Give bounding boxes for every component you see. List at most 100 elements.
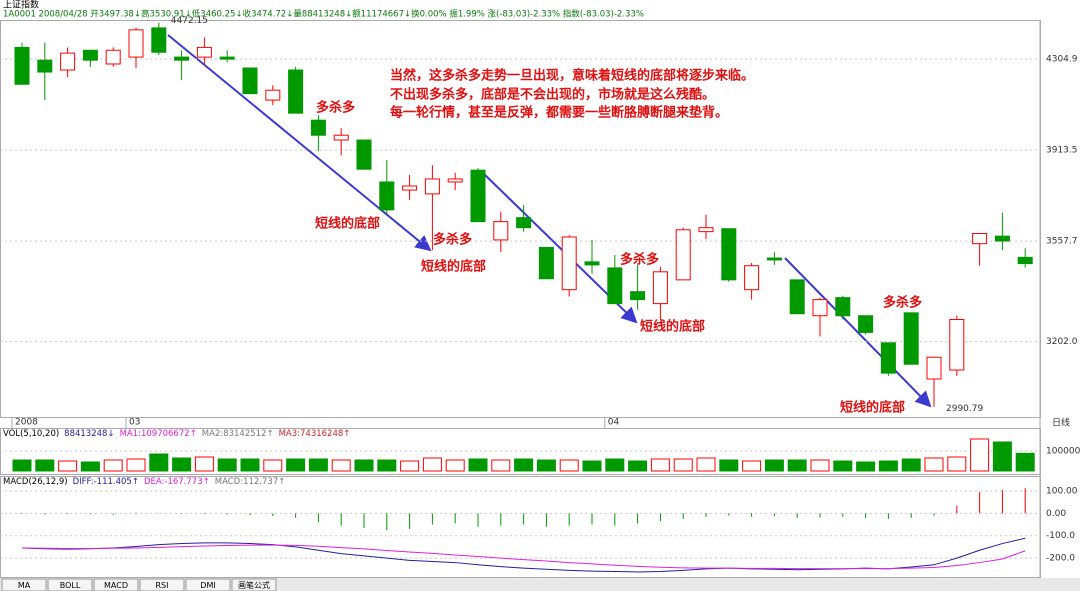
volume-bar: [263, 459, 283, 472]
tab[interactable]: [139, 578, 185, 591]
volume-bar: [810, 459, 830, 472]
candle-body: [926, 356, 942, 380]
y-tick-label: 3557.7: [1046, 237, 1078, 247]
volume-bar: [126, 458, 146, 472]
candle-body: [1017, 256, 1033, 265]
volume-bar: [400, 460, 420, 472]
volume-bar: [970, 438, 990, 472]
annotation: 短线的底部: [640, 319, 705, 335]
annotation: 多杀多: [883, 295, 922, 311]
candle-body: [698, 227, 714, 233]
candle-body: [105, 49, 121, 65]
annotation: 短线的底部: [840, 400, 905, 416]
tab[interactable]: [1, 578, 47, 591]
volume-bar: [901, 458, 921, 472]
candle-body: [219, 56, 235, 60]
title: 上证指数: [3, 0, 39, 11]
annotation: 当然，这多杀多走势一旦出现，意味着短线的底部将逐步来临。: [390, 68, 754, 84]
candle-body: [447, 178, 463, 183]
tab-label[interactable]: BOLL: [60, 581, 81, 590]
volume-bar: [605, 458, 625, 472]
candle-body: [333, 134, 349, 141]
candle-body: [288, 69, 304, 114]
candle-body: [379, 181, 395, 211]
volume-bar: [742, 460, 762, 472]
candle-body: [516, 217, 532, 229]
volume-bar: [12, 459, 32, 472]
candle-body: [584, 261, 600, 266]
volume-bar: [650, 458, 670, 472]
candle-body: [470, 169, 486, 223]
tab[interactable]: [185, 578, 231, 591]
candle-body: [310, 119, 326, 136]
high-label: 4472.15: [171, 16, 208, 26]
tab-label[interactable]: DMI: [200, 581, 215, 590]
volume-bar: [308, 458, 328, 472]
tab-label[interactable]: 画笔公式: [238, 580, 270, 590]
annotation: 短线的底部: [421, 259, 486, 275]
volume-bar: [354, 459, 374, 472]
volume-bar: [878, 460, 898, 472]
candle-body: [356, 139, 372, 170]
annotation: 多杀多: [620, 252, 659, 268]
volume-bar: [35, 459, 55, 472]
tab-label[interactable]: RSI: [156, 581, 169, 590]
volume-bar: [559, 459, 579, 472]
header-item: 88413248↓: [64, 429, 114, 439]
candle-body: [402, 185, 418, 191]
annotation: 不出现多杀多，底部是不会出现的，市场就是这么残酷。: [390, 87, 715, 103]
volume-bar: [491, 459, 511, 472]
volume-bar: [103, 459, 123, 472]
tab-label[interactable]: MACD: [104, 581, 128, 590]
y-tick-label: 3913.5: [1046, 146, 1078, 156]
volume-bar: [58, 460, 78, 472]
candle-body: [630, 291, 646, 301]
candle-body: [82, 49, 98, 61]
y-tick-label: 4304.9: [1046, 55, 1078, 65]
tab[interactable]: [231, 578, 277, 591]
volume-bar: [217, 458, 237, 472]
period-label: 日线: [1052, 417, 1070, 429]
header-item: MACD:112.737↑: [215, 477, 286, 487]
candle-body: [14, 46, 30, 85]
volume-bar: [149, 453, 169, 472]
candle-body: [789, 279, 805, 315]
candle-body: [242, 67, 258, 95]
panel-header: VOL(5,10,20) 88413248↓ MA1:109706672↑ MA2:8…: [3, 429, 350, 439]
arrow: [784, 257, 932, 408]
candle-body: [903, 312, 919, 365]
header-item: VOL(5,10,20): [3, 429, 59, 439]
tab[interactable]: [93, 578, 139, 591]
tab[interactable]: [47, 578, 93, 591]
volume-bar: [194, 456, 214, 472]
candle-body: [424, 178, 440, 195]
volume-bar: [696, 457, 716, 472]
y-tick-label: 100000: [1046, 447, 1080, 457]
candle-body: [493, 221, 509, 241]
macd-line: [21, 544, 1026, 570]
candle-body: [196, 46, 212, 58]
x-tick-label: 04: [608, 418, 620, 428]
tab-label[interactable]: MA: [18, 581, 31, 590]
annotation: 每一轮行情，甚至是反弹，都需要一些断胳膊断腿来垫背。: [390, 105, 728, 121]
volume-bar: [992, 441, 1012, 472]
volume-bar: [628, 460, 648, 472]
volume-bar: [764, 459, 784, 472]
y-tick-label: 3202.0: [1046, 337, 1078, 347]
candle-body: [812, 299, 828, 317]
volume-bar: [856, 461, 876, 472]
volume-bar: [240, 458, 260, 472]
candle-body: [721, 228, 737, 281]
header-item: DEA:-167.773↑: [144, 477, 210, 487]
volume-bar: [947, 456, 967, 472]
candle-body: [37, 59, 53, 73]
annotation: 短线的底部: [315, 216, 380, 232]
candle-body: [972, 233, 988, 245]
low-label: 2990.79: [946, 404, 983, 414]
volume-bar: [582, 460, 602, 472]
candle-body: [858, 315, 874, 333]
volume-bar: [286, 458, 306, 472]
candle-body: [561, 236, 577, 291]
candle-body: [835, 297, 851, 317]
